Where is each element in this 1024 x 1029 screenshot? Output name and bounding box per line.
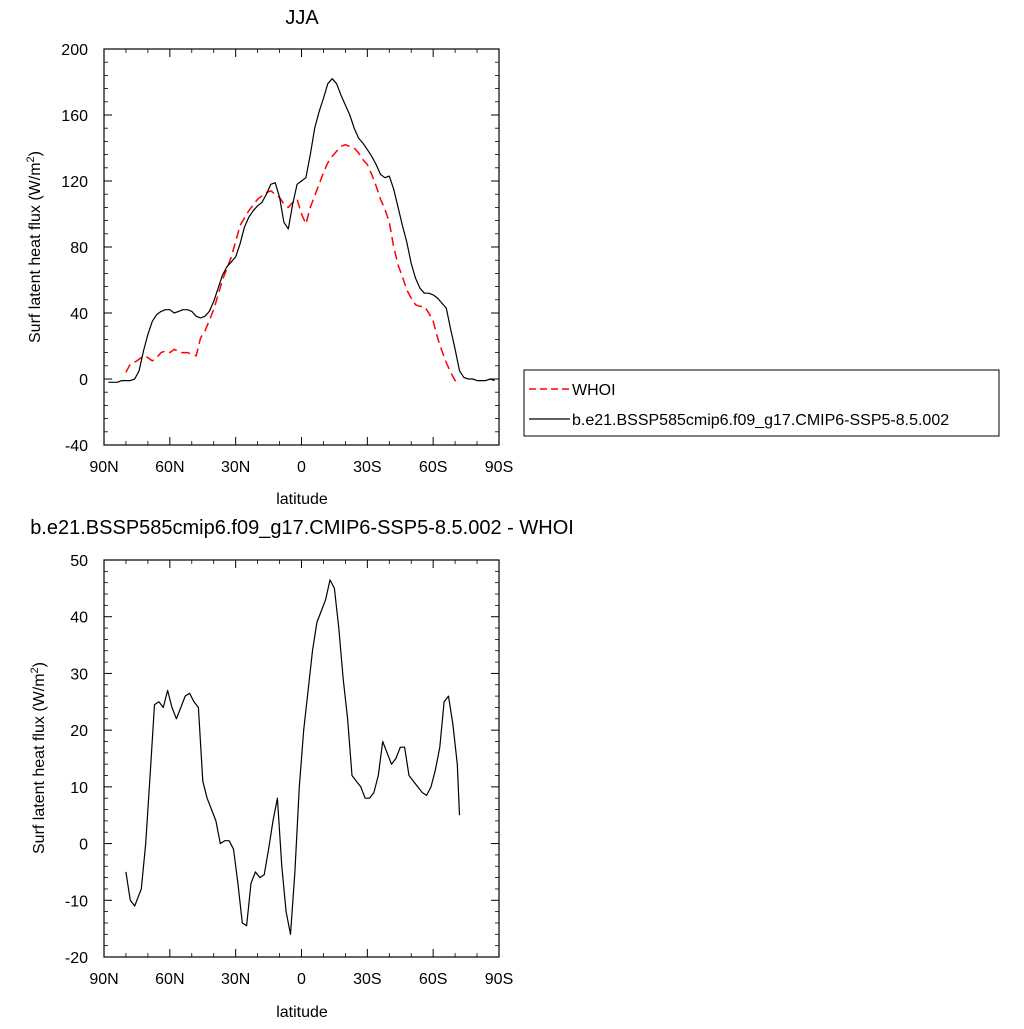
series-line-difference bbox=[125, 579, 461, 935]
x-tick-label: 30N bbox=[221, 971, 250, 988]
y-axis-label-text: Surf latent heat flux (W/m bbox=[31, 673, 48, 854]
x-tick-labels: 90N 60N 30N 0 30S 60S 90S bbox=[89, 459, 513, 476]
x-tick-label: 90S bbox=[485, 459, 513, 476]
y-tick-label: 120 bbox=[61, 174, 88, 191]
x-tick-label: 60S bbox=[419, 459, 447, 476]
legend-entry-whoi: WHOI bbox=[529, 382, 616, 399]
y-axis-label: Surf latent heat flux (W/m2) bbox=[29, 662, 48, 854]
legend: WHOI b.e21.BSSP585cmip6.f09_g17.CMIP6-SS… bbox=[523, 369, 1000, 437]
series-line-model bbox=[108, 78, 495, 383]
x-tick-labels: 90N 60N 30N 0 30S 60S 90S bbox=[89, 971, 513, 988]
x-tick-label: 0 bbox=[297, 971, 306, 988]
y-axis-label-close: ) bbox=[27, 151, 44, 156]
y-tick-label: 200 bbox=[61, 42, 88, 59]
y-tick-label: 0 bbox=[79, 372, 88, 389]
y-tick-label: 30 bbox=[70, 666, 88, 683]
chart-title: JJA bbox=[285, 7, 319, 29]
x-axis-label: latitude bbox=[276, 491, 328, 508]
x-tick-label: 0 bbox=[297, 459, 306, 476]
y-tick-label: 50 bbox=[70, 553, 88, 570]
y-tick-label: -40 bbox=[65, 438, 88, 455]
series-line-whoi bbox=[125, 143, 460, 383]
axis-ticks bbox=[103, 559, 500, 958]
legend-label-whoi: WHOI bbox=[572, 382, 616, 399]
y-tick-label: -20 bbox=[65, 950, 88, 967]
legend-entry-model: b.e21.BSSP585cmip6.f09_g17.CMIP6-SSP5-8.… bbox=[529, 412, 949, 429]
y-axis-label-close: ) bbox=[31, 662, 48, 667]
x-tick-label: 90N bbox=[89, 971, 118, 988]
x-axis-label: latitude bbox=[276, 1004, 328, 1021]
x-tick-label: 90N bbox=[89, 459, 118, 476]
panel-top-chart: JJA 90N 60N 30N 0 30S 60S 90S -40 0 40 80 120 160 20… bbox=[25, 7, 1000, 508]
y-tick-label: 20 bbox=[70, 723, 88, 740]
chart-title: b.e21.BSSP585cmip6.f09_g17.CMIP6-SSP5-8.… bbox=[30, 517, 574, 539]
panel-bottom-chart: b.e21.BSSP585cmip6.f09_g17.CMIP6-SSP5-8.… bbox=[29, 517, 574, 1021]
y-tick-label: -10 bbox=[65, 893, 88, 910]
y-tick-label: 0 bbox=[79, 837, 88, 854]
y-axis-label-superscript: 2 bbox=[25, 156, 37, 162]
x-tick-label: 30S bbox=[353, 971, 381, 988]
y-axis-label: Surf latent heat flux (W/m2) bbox=[25, 151, 44, 343]
y-tick-label: 40 bbox=[70, 306, 88, 323]
y-tick-label: 80 bbox=[70, 240, 88, 257]
y-tick-label: 10 bbox=[70, 780, 88, 797]
y-axis-label-text: Surf latent heat flux (W/m bbox=[27, 162, 44, 343]
y-tick-labels: -20 -10 0 10 20 30 40 50 bbox=[65, 553, 88, 967]
y-axis-label-superscript: 2 bbox=[29, 667, 41, 673]
x-tick-label: 30S bbox=[353, 459, 381, 476]
axis-ticks bbox=[103, 48, 500, 446]
plot-frame bbox=[103, 48, 500, 446]
series-lines bbox=[108, 78, 495, 383]
x-tick-label: 90S bbox=[485, 971, 513, 988]
x-tick-label: 30N bbox=[221, 459, 250, 476]
x-tick-label: 60N bbox=[155, 971, 184, 988]
y-tick-label: 160 bbox=[61, 108, 88, 125]
x-tick-label: 60S bbox=[419, 971, 447, 988]
x-tick-label: 60N bbox=[155, 459, 184, 476]
series-lines bbox=[125, 579, 461, 935]
y-tick-label: 40 bbox=[70, 610, 88, 627]
y-tick-labels: -40 0 40 80 120 160 200 bbox=[61, 42, 88, 455]
legend-label-model: b.e21.BSSP585cmip6.f09_g17.CMIP6-SSP5-8.… bbox=[572, 412, 949, 429]
legend-box bbox=[523, 369, 1000, 437]
